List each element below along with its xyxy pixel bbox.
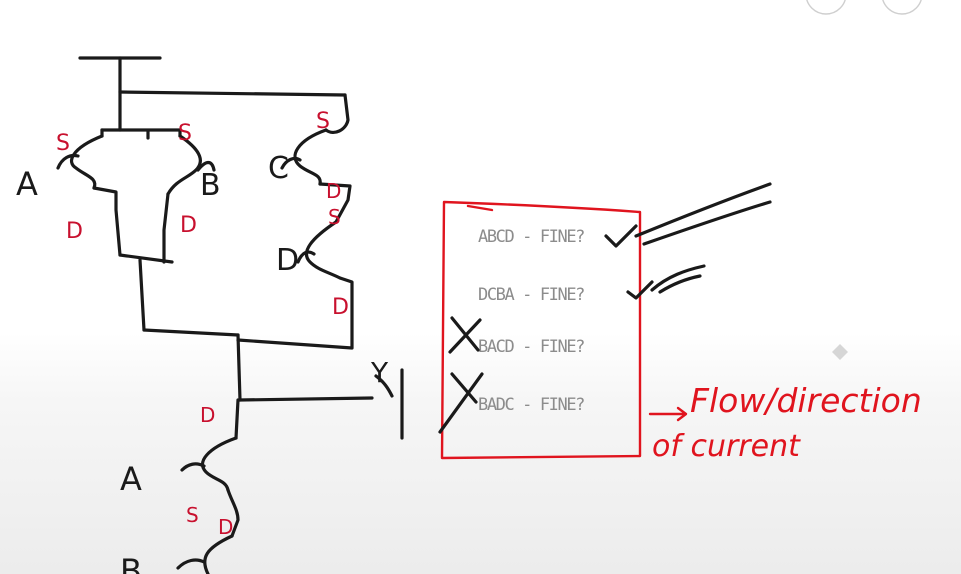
transistor-d-gate — [296, 250, 316, 264]
node-label-top-b: B — [200, 168, 221, 203]
pull-up-network — [56, 56, 404, 574]
node-label-bottom-b: B — [120, 552, 142, 574]
transistor-c-arc — [293, 128, 328, 186]
tick-mark-abcd — [604, 182, 772, 248]
cross-mark-badc — [438, 372, 484, 434]
transistor-b-arc — [166, 134, 202, 196]
option-abcd: ABCD - FINE? — [478, 227, 584, 247]
ab-bottom-bar — [118, 253, 174, 264]
terminal-a-drain: D — [66, 219, 83, 244]
transistor-bottom-b-arc — [203, 534, 234, 574]
transistor-a-arc — [70, 134, 104, 190]
terminal-d-drain: D — [332, 295, 349, 320]
output-wire — [238, 396, 374, 402]
note-line-1: Flow/direction — [690, 381, 922, 420]
terminal-bottom-b-drain: D — [218, 515, 233, 539]
terminal-bottom-a-drain: D — [200, 403, 215, 427]
node-label-top-a: A — [16, 165, 38, 203]
control-circle-right[interactable] — [882, 0, 922, 15]
transistor-bottom-a-arc — [200, 436, 238, 492]
note-line-2: of current — [652, 429, 801, 464]
transistor-b-gate — [196, 160, 216, 172]
transistor-bottom-a-gate — [180, 462, 206, 472]
option-badc: BADC - FINE? — [478, 395, 584, 415]
options-highlight-box — [440, 200, 642, 460]
node-label-top-c: C — [268, 151, 289, 186]
transistor-d-arc — [304, 220, 342, 280]
transistor-bottom-b-gate — [176, 558, 206, 570]
transistor-a-gate — [56, 153, 80, 170]
terminal-a-source: S — [56, 131, 70, 156]
node-label-top-d: D — [276, 243, 299, 278]
note-arrow-icon — [648, 406, 688, 422]
order-options-list: ABCD - FINE? DCBA - FINE? BACD - FINE? B… — [478, 227, 586, 415]
c-drop — [324, 93, 350, 134]
ab-top-bar — [100, 128, 182, 140]
control-circle-left[interactable] — [806, 0, 846, 15]
cd-return — [236, 276, 354, 350]
cross-mark-bacd — [448, 316, 482, 354]
terminal-b-source: S — [178, 121, 192, 146]
option-bacd: BACD - FINE? — [478, 337, 584, 357]
node-label-bottom-a: A — [120, 460, 142, 498]
output-node — [236, 333, 242, 402]
terminal-bottom-a-source: S — [186, 503, 199, 527]
terminal-c-source: S — [316, 109, 330, 134]
cursor-diamond-icon — [832, 344, 848, 360]
top-rail-right — [118, 90, 347, 97]
tick-mark-dcba — [626, 264, 706, 300]
option-dcba: DCBA - FINE? — [478, 285, 584, 305]
transistor-c-gate — [280, 156, 302, 170]
terminal-b-drain: D — [180, 213, 197, 238]
terminal-d-source: S — [328, 205, 341, 229]
node-label-output-y: Y — [370, 356, 389, 389]
terminal-c-drain: D — [326, 179, 341, 203]
